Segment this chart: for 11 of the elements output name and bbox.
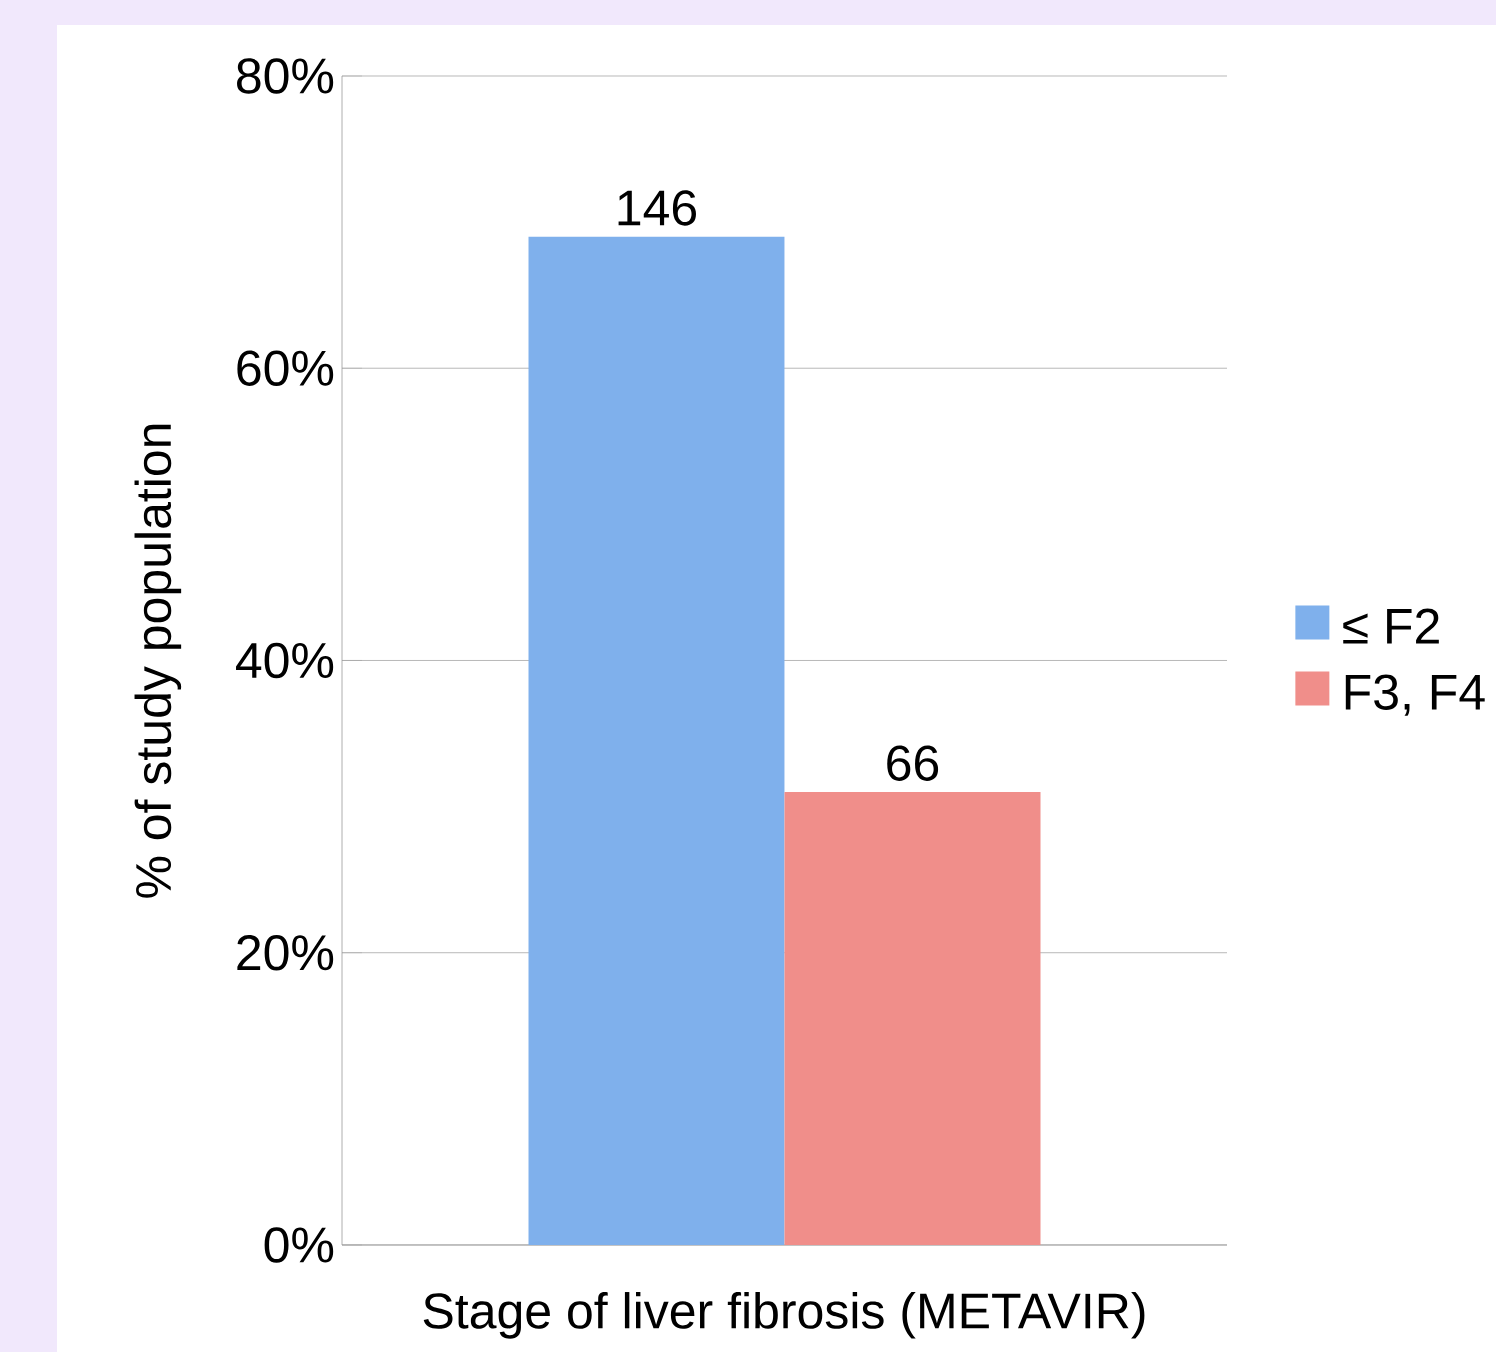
legend-label: F3, F4 <box>1345 674 1485 716</box>
y-tick-label: 40% <box>236 642 334 679</box>
y-tick-label: 20% <box>237 935 334 971</box>
y-tick-label: 80% <box>237 58 334 94</box>
annotation: 66 <box>887 745 939 781</box>
annotation: 146 <box>618 190 696 226</box>
legend-label: ≤ F2 <box>1343 608 1439 644</box>
y-tick-label: 0% <box>264 1227 334 1263</box>
x-axis-title: Stage of liver fibrosis (METAVIR) <box>423 1292 1145 1339</box>
y-axis-title: % of study population <box>134 424 182 898</box>
y-tick-label: 60% <box>237 350 334 386</box>
